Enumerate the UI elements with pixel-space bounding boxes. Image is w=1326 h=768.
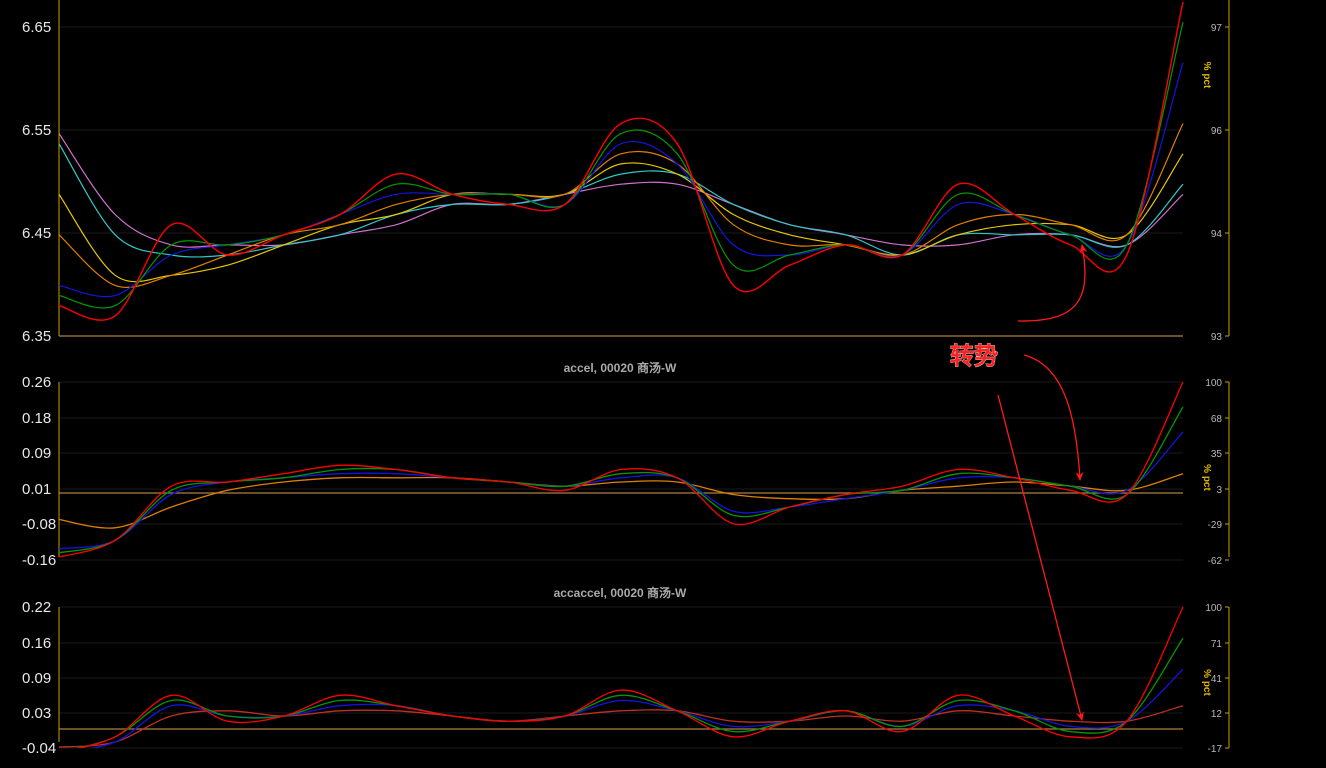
y-tick-label-right: -17 xyxy=(1208,744,1223,755)
y-tick-label-left: 6.45 xyxy=(22,225,51,242)
series-line-1 xyxy=(59,1,1184,321)
chart-panels: 6.65 6.55 6.45 6.35 97 96 94 93 % pct 0.26 0.18 0.0… xyxy=(22,0,1230,757)
y-tick-label-left: -0.16 xyxy=(22,552,56,569)
series-group xyxy=(59,606,1184,748)
y-tick-label-right: 12 xyxy=(1211,709,1223,720)
y-tick-label-right: 93 xyxy=(1211,332,1223,343)
y-tick-label-right: 97 xyxy=(1211,23,1223,34)
y-tick-label-right: -29 xyxy=(1208,520,1223,531)
series-group xyxy=(59,1,1184,321)
series-line-2 xyxy=(75,637,1184,748)
panel-1: 6.65 6.55 6.45 6.35 97 96 94 93 % pct xyxy=(22,0,1230,345)
series-line-1 xyxy=(76,606,1184,748)
panel-title: accaccel, 00020 商汤-W xyxy=(554,585,687,600)
y-tick-label-left: 0.09 xyxy=(22,670,51,687)
y-tick-label-right: 41 xyxy=(1211,674,1223,685)
series-line-4 xyxy=(59,473,1184,529)
y-axis-unit-label: % pct xyxy=(1201,669,1212,696)
y-tick-label-left: -0.04 xyxy=(22,740,56,757)
annotation-arrow-top xyxy=(1017,244,1088,322)
y-tick-label-left: 0.18 xyxy=(22,410,51,427)
series-line-4 xyxy=(59,705,1184,748)
y-axis-unit-label: % pct xyxy=(1201,464,1212,491)
y-tick-label-left: 6.65 xyxy=(22,19,51,36)
y-tick-label-right: 68 xyxy=(1211,414,1223,425)
y-tick-label-left: 6.55 xyxy=(22,122,51,139)
y-tick-label-right: 96 xyxy=(1211,126,1223,137)
series-group xyxy=(59,381,1184,558)
y-tick-label-left: 0.03 xyxy=(22,705,51,722)
y-tick-label-left: 0.22 xyxy=(22,599,51,616)
series-line-2 xyxy=(59,22,1184,309)
y-tick-label-left: 0.01 xyxy=(22,481,51,498)
y-tick-label-right: 71 xyxy=(1211,639,1223,650)
y-tick-label-left: -0.08 xyxy=(22,516,56,533)
series-line-1 xyxy=(59,381,1184,558)
y-tick-label-left: 0.26 xyxy=(22,374,51,391)
y-tick-label-right: 35 xyxy=(1211,449,1223,460)
series-line-5 xyxy=(59,153,1184,283)
y-tick-label-right: -62 xyxy=(1208,556,1223,567)
y-tick-label-left: 0.16 xyxy=(22,635,51,652)
annotation-arrow-middle xyxy=(1023,354,1084,481)
annotation-arrow-bottom xyxy=(997,394,1084,721)
y-tick-label-left: 6.35 xyxy=(22,328,51,345)
trend-annotation: 转势 xyxy=(950,244,1088,721)
panel-title: accel, 00020 商汤-W xyxy=(564,360,677,375)
y-tick-label-right: 100 xyxy=(1205,603,1222,614)
annotation-label: 转势 xyxy=(950,341,998,370)
y-tick-label-right: 100 xyxy=(1205,378,1222,389)
panel-3: 0.22 0.16 0.09 0.03 -0.04 100 71 41 12 -17 % pct ac… xyxy=(22,585,1230,757)
y-tick-label-right: 3 xyxy=(1216,485,1222,496)
y-axis-unit-label: % pct xyxy=(1201,62,1212,89)
y-tick-label-left: 0.09 xyxy=(22,445,51,462)
panel-2: 0.26 0.18 0.09 0.01 -0.08 -0.16 100 68 35 3 -29 -62… xyxy=(22,360,1230,569)
y-tick-label-right: 94 xyxy=(1211,229,1223,240)
